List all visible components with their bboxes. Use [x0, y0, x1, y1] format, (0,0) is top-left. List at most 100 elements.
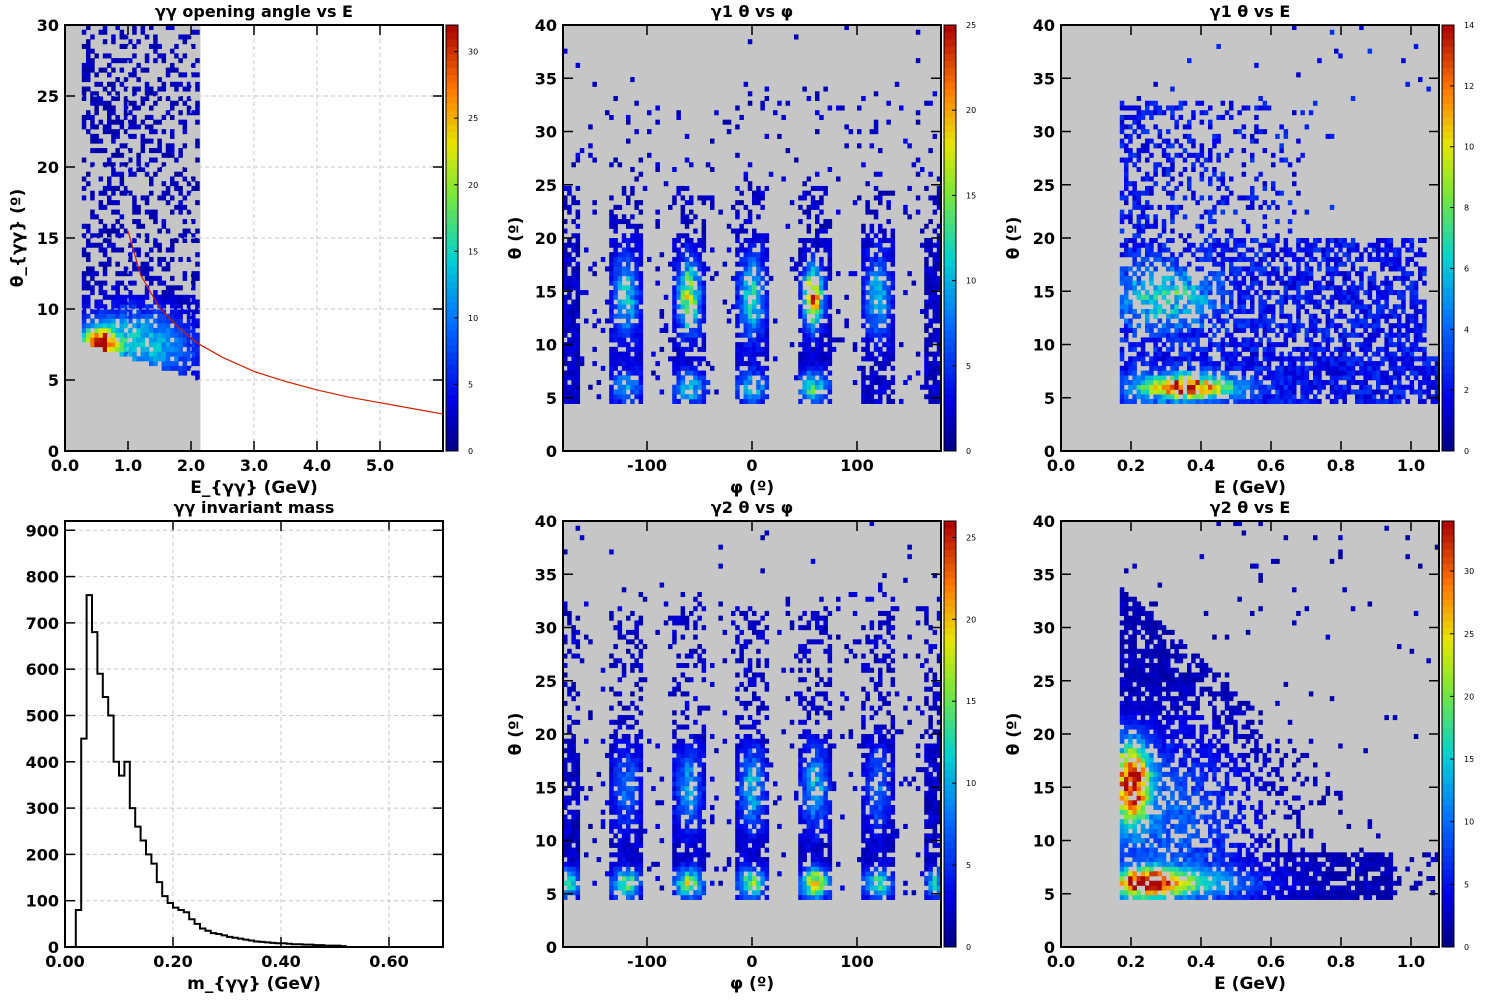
heatmap-cell — [132, 261, 137, 267]
heatmap-cell — [1216, 114, 1221, 120]
heatmap-cell — [1401, 266, 1406, 272]
heatmap-cell — [144, 309, 150, 315]
heatmap-cell — [1397, 337, 1402, 343]
heatmap-cell — [1124, 124, 1129, 130]
heatmap-cell — [1153, 342, 1158, 348]
heatmap-cell — [676, 318, 681, 324]
heatmap-cell — [852, 342, 858, 348]
heatmap-cell — [684, 200, 690, 206]
heatmap-cell — [1153, 356, 1158, 362]
heatmap-cell — [1308, 271, 1314, 277]
heatmap-cell — [1199, 195, 1205, 201]
heatmap-cell — [136, 209, 141, 215]
heatmap-cell — [123, 96, 129, 102]
heatmap-cell — [1271, 346, 1276, 352]
heatmap-cell — [1237, 384, 1242, 390]
heatmap-cell — [1245, 285, 1251, 291]
heatmap-cell — [1359, 342, 1364, 348]
heatmap-cell — [1166, 389, 1171, 395]
heatmap-cell — [98, 119, 104, 125]
heatmap-cell — [920, 384, 925, 390]
heatmap-cell — [924, 223, 929, 229]
heatmap-cell — [1128, 299, 1133, 305]
heatmap-cell — [1296, 299, 1301, 305]
heatmap-cell — [655, 266, 660, 272]
heatmap-cell — [1119, 384, 1125, 390]
heatmap-cell — [94, 309, 99, 315]
heatmap-cell — [1355, 247, 1360, 253]
heatmap-cell — [710, 138, 715, 144]
heatmap-cell — [680, 304, 686, 310]
heatmap-cell — [676, 313, 681, 319]
heatmap-cell — [613, 228, 618, 234]
heatmap-cell — [111, 304, 116, 310]
heatmap-cell — [1342, 375, 1347, 381]
heatmap-cell — [1182, 266, 1188, 272]
heatmap-cell — [689, 384, 694, 390]
heatmap-cell — [924, 361, 929, 367]
heatmap-cell — [1334, 380, 1339, 386]
heatmap-cell — [1338, 370, 1343, 376]
heatmap-cell — [1401, 351, 1406, 357]
heatmap-cell — [1128, 124, 1133, 130]
heatmap-cell — [1304, 242, 1310, 248]
heatmap-cell — [802, 256, 807, 262]
heatmap-cell — [1233, 266, 1238, 272]
heatmap-cell — [693, 337, 698, 343]
heatmap-cell — [932, 209, 938, 215]
heatmap-cell — [823, 242, 828, 248]
heatmap-cell — [1153, 143, 1158, 149]
heatmap-cell — [684, 214, 690, 220]
heatmap-cell — [1132, 346, 1137, 352]
heatmap-cell — [1203, 365, 1209, 371]
heatmap-cell — [626, 384, 631, 390]
heatmap-cell — [626, 318, 631, 324]
heatmap-cell — [1367, 361, 1373, 367]
heatmap-cell — [1329, 29, 1335, 35]
heatmap-cell — [144, 332, 150, 338]
colorbar-segment — [944, 138, 956, 147]
heatmap-cell — [1241, 219, 1247, 225]
heatmap-cell — [1161, 375, 1167, 381]
heatmap-cell — [613, 238, 618, 244]
heatmap-cell — [823, 309, 828, 315]
heatmap-cell — [1329, 304, 1335, 310]
heatmap-cell — [1283, 375, 1289, 381]
heatmap-cell — [1220, 294, 1226, 300]
heatmap-cell — [1149, 275, 1154, 281]
heatmap-cell — [1174, 299, 1179, 305]
heatmap-cell — [1367, 252, 1373, 258]
heatmap-cell — [1187, 365, 1192, 371]
colorbar-segment — [446, 216, 458, 225]
heatmap-cell — [609, 370, 614, 376]
heatmap-cell — [886, 304, 891, 310]
heatmap-cell — [676, 323, 681, 329]
heatmap-cell — [1153, 337, 1158, 343]
heatmap-cell — [1191, 384, 1196, 390]
heatmap-cell — [1287, 228, 1293, 234]
heatmap-cell — [634, 332, 639, 338]
heatmap-cell — [575, 242, 581, 248]
heatmap-cell — [1367, 337, 1373, 343]
heatmap-cell — [1208, 152, 1213, 158]
heatmap-cell — [1271, 394, 1276, 400]
heatmap-cell — [1220, 309, 1226, 315]
heatmap-cell — [1409, 256, 1415, 262]
heatmap-cell — [1262, 327, 1268, 333]
heatmap-cell — [149, 342, 154, 348]
heatmap-cell — [899, 398, 904, 404]
heatmap-cell — [932, 266, 938, 272]
heatmap-cell — [1136, 252, 1142, 258]
heatmap-cell — [890, 337, 896, 343]
heatmap-cell — [621, 285, 627, 291]
heatmap-cell — [90, 133, 95, 139]
heatmap-cell — [873, 285, 879, 291]
heatmap-cell — [1187, 327, 1192, 333]
heatmap-cell — [115, 280, 120, 286]
heatmap-cell — [1346, 271, 1352, 277]
heatmap-cell — [174, 318, 179, 324]
heatmap-cell — [1174, 375, 1179, 381]
heatmap-cell — [1199, 299, 1205, 305]
heatmap-cell — [1380, 256, 1385, 262]
heatmap-cell — [684, 323, 690, 329]
